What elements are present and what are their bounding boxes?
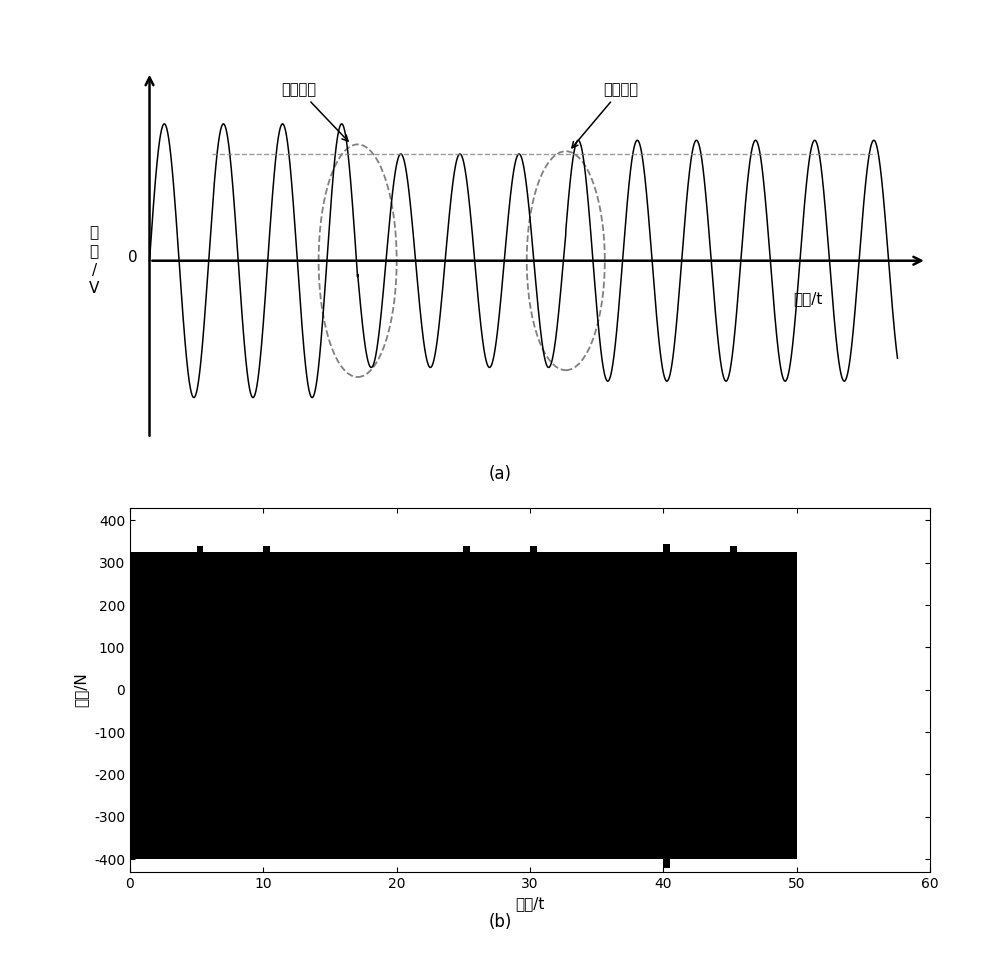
Text: (a): (a) [488, 466, 512, 483]
X-axis label: 时间/t: 时间/t [515, 896, 545, 911]
Text: (b): (b) [488, 913, 512, 930]
Text: 电
压
/
V: 电 压 / V [89, 225, 99, 296]
Y-axis label: 电压/N: 电压/N [73, 673, 88, 707]
Text: 0: 0 [128, 250, 138, 265]
Text: 档位调低: 档位调低 [282, 82, 348, 141]
Text: 时间/t: 时间/t [793, 291, 822, 306]
Text: 档位调高: 档位调高 [572, 82, 639, 148]
